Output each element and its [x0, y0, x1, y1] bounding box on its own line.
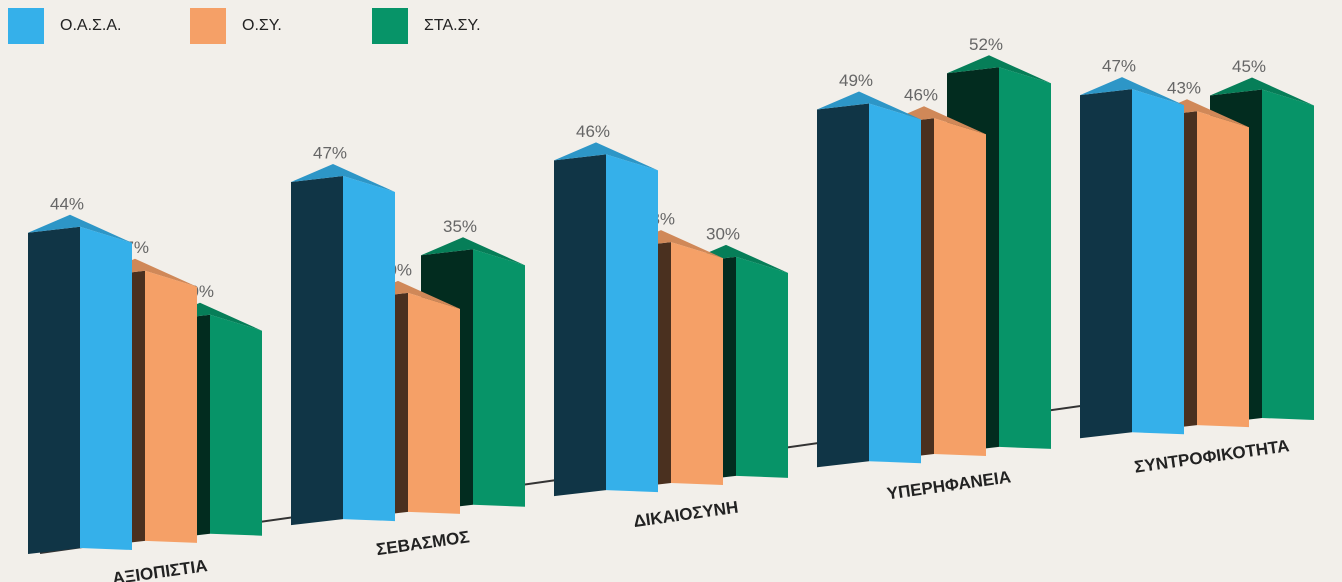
- bar-top: [1080, 77, 1184, 106]
- bar-top: [1210, 77, 1314, 106]
- x-tick-label: ΑΞΙΟΠΙΣΤΙΑ: [111, 556, 208, 582]
- value-label: 47%: [313, 143, 347, 162]
- value-label: 30%: [706, 224, 740, 243]
- value-label: 44%: [50, 194, 84, 213]
- legend-label: ΣΤΑ.ΣΥ.: [424, 17, 481, 34]
- legend-label: Ο.Α.Σ.Α.: [60, 17, 121, 34]
- bar-front: [210, 314, 262, 536]
- bar-top: [291, 163, 395, 192]
- value-label: 46%: [904, 86, 938, 105]
- value-label: 52%: [969, 35, 1003, 54]
- legend-label: Ο.ΣΥ.: [242, 17, 282, 34]
- bar: [28, 214, 132, 555]
- x-tick-label: ΥΠΕΡΗΦΑΝΕΙΑ: [886, 467, 1012, 503]
- bar-top: [421, 237, 525, 266]
- bar-side: [817, 103, 869, 468]
- x-tick-label: ΣΥΝΤΡΟΦΙΚΟΤΗΤΑ: [1133, 436, 1290, 477]
- bar-front: [1262, 89, 1314, 420]
- bar-side: [1080, 89, 1132, 439]
- bar-front: [1197, 111, 1249, 428]
- bar-front: [473, 249, 525, 507]
- bar-side: [28, 226, 80, 555]
- bar-front: [408, 292, 460, 514]
- bar: [817, 91, 921, 468]
- value-label: 45%: [1232, 57, 1266, 76]
- x-tick-label: ΔΙΚΑΙΟΣΥΝΗ: [632, 498, 739, 532]
- value-label: 47%: [1102, 57, 1136, 76]
- bar-front: [606, 154, 658, 493]
- bar: [1080, 77, 1184, 439]
- bar-top: [817, 91, 921, 120]
- bar-front: [736, 256, 788, 478]
- bar-side: [554, 154, 606, 497]
- bar-front: [80, 226, 132, 551]
- bar-side: [291, 175, 343, 526]
- bar-top: [28, 214, 132, 243]
- value-label: 43%: [1167, 79, 1201, 98]
- bar-front: [999, 67, 1051, 449]
- bar-front: [145, 270, 197, 543]
- value-label: 35%: [443, 217, 477, 236]
- bar-front: [869, 103, 921, 464]
- bar-front: [1132, 89, 1184, 435]
- value-label: 49%: [839, 71, 873, 90]
- legend-swatch: [190, 8, 226, 44]
- bar-top: [684, 244, 788, 273]
- bar-top: [947, 55, 1051, 84]
- bar: [554, 142, 658, 497]
- bar: [291, 163, 395, 526]
- legend-swatch: [8, 8, 44, 44]
- bar-front: [343, 175, 395, 522]
- bar-front: [934, 118, 986, 457]
- value-label: 46%: [576, 122, 610, 141]
- bar-top: [882, 106, 986, 135]
- bar-top: [554, 142, 658, 171]
- bar-front: [671, 242, 723, 485]
- x-tick-label: ΣΕΒΑΣΜΟΣ: [375, 527, 471, 559]
- legend-swatch: [372, 8, 408, 44]
